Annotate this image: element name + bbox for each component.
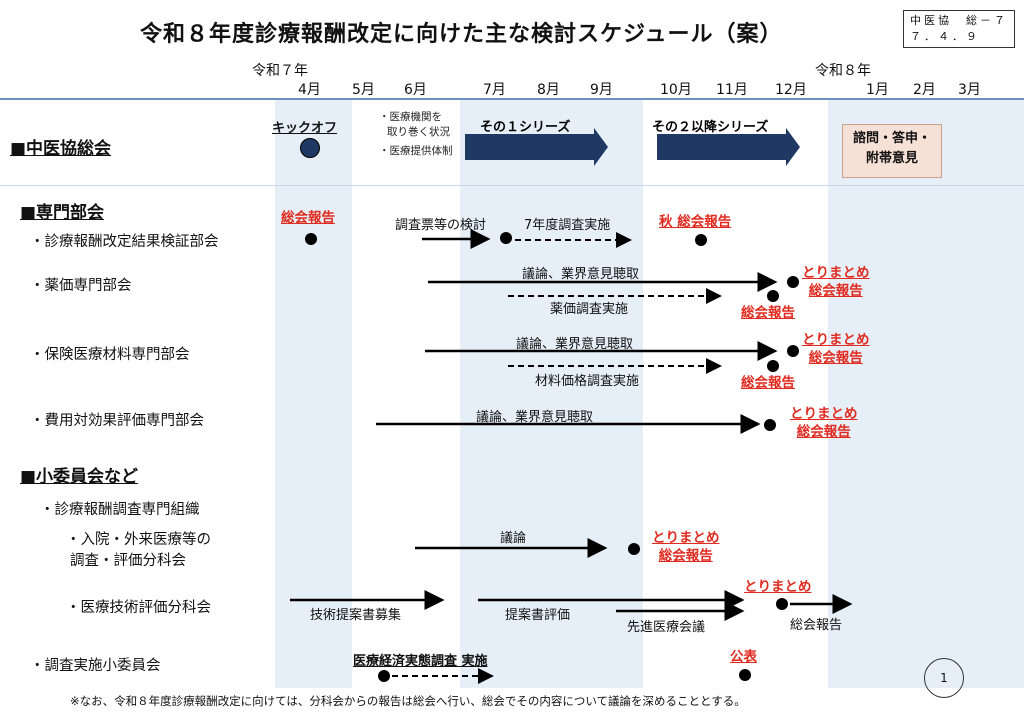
- final-box: 諮問・答申・ 附帯意見: [842, 124, 942, 178]
- soukai-notes: ・医療機関を 取り巻く状況 ・医療提供体制: [379, 110, 453, 159]
- doc-id-line1: 中医協 総－７: [910, 14, 1008, 27]
- kickoff-dot: [300, 138, 320, 158]
- nyuin-dot: [628, 543, 640, 555]
- jisshi-kouhyou: 公表: [730, 649, 757, 665]
- section-senmon: ■専門部会: [20, 203, 105, 223]
- yakka-torimatome: とりまとめ 総会報告: [802, 264, 870, 300]
- section-divider: [0, 185, 1024, 186]
- nyuin-torimatome: とりまとめ 総会報告: [652, 529, 720, 565]
- hiyou-torimatome-text: とりまとめ: [790, 406, 858, 422]
- month-label: 2月: [913, 82, 936, 98]
- footer-note: ※なお、令和８年度診療報酬改定に向けては、分科会からの報告は総会へ行い、総会でそ…: [70, 694, 746, 708]
- soukai-note-3: ・医療提供体制: [379, 145, 453, 157]
- row-chousa-soshiki: ・診療報酬調査専門組織: [40, 502, 200, 518]
- month-label: 4月: [298, 82, 321, 98]
- month-label: 12月: [775, 82, 807, 98]
- yakka-giron-label: 議論、業界意見聴取: [522, 267, 640, 282]
- row-jisshi: ・調査実施小委員会: [30, 658, 161, 674]
- soukai-note-1: ・医療機関を: [379, 111, 442, 123]
- month-label: 10月: [660, 82, 692, 98]
- hiyou-torimatome-houkoku: 総会報告: [796, 424, 851, 440]
- final-line2: 附帯意見: [865, 151, 918, 166]
- header-top-line: [0, 98, 1024, 100]
- series1-label: その１シリーズ: [480, 120, 571, 135]
- band-apr: [275, 100, 352, 688]
- jisshi-dot-start: [378, 670, 390, 682]
- row-gijutsu: ・医療技術評価分科会: [66, 600, 211, 616]
- hoken-chousa-label: 材料価格調査実施: [535, 374, 640, 389]
- hiyou-giron-label: 議論、業界意見聴取: [476, 410, 594, 425]
- yakka-dot-torimatome: [787, 276, 799, 288]
- kickoff-label: キックオフ: [272, 121, 338, 136]
- doc-id-box: 中医協 総－７ ７．４．９: [903, 10, 1015, 48]
- hoken-soukai-houkoku: 総会報告: [741, 375, 795, 391]
- band-jan-mar: [828, 100, 1024, 688]
- series1-arrow: [465, 128, 608, 166]
- band-jul-sep: [460, 100, 643, 688]
- month-label: 11月: [716, 82, 748, 98]
- yakka-soukai-houkoku: 総会報告: [741, 305, 795, 321]
- kensho-dot-jul: [500, 232, 512, 244]
- kensho-r7-chousa-label: 7年度調査実施: [524, 218, 611, 233]
- yakka-torimatome-text: とりまとめ: [802, 265, 870, 281]
- jisshi-keizai-label: 医療経済実態調査 実施: [353, 654, 488, 669]
- month-label: 6月: [404, 82, 427, 98]
- yakka-dot-houkoku: [767, 290, 779, 302]
- gijutsu-torimatome: とりまとめ: [744, 579, 812, 595]
- month-label: 5月: [352, 82, 375, 98]
- row-hiyou: ・費用対効果評価専門部会: [30, 413, 204, 429]
- jisshi-dot-kouhyou: [739, 669, 751, 681]
- hiyou-dot: [764, 419, 776, 431]
- kensho-aki-houkoku: 秋 総会報告: [659, 214, 732, 230]
- series2-label: その２以降シリーズ: [652, 120, 769, 135]
- yakka-chousa-label: 薬価調査実施: [550, 302, 629, 317]
- hoken-dot-torimatome: [787, 345, 799, 357]
- month-label: 3月: [958, 82, 981, 98]
- row-nyuin-2: 調査・評価分科会: [70, 553, 186, 569]
- month-label: 7月: [483, 82, 506, 98]
- kensho-dot-apr: [305, 233, 317, 245]
- hiyou-torimatome: とりまとめ 総会報告: [790, 405, 858, 441]
- soukai-note-2: 取り巻く状況: [387, 126, 450, 138]
- nyuin-torimatome-text: とりまとめ: [652, 530, 720, 546]
- hoken-giron-label: 議論、業界意見聴取: [516, 337, 634, 352]
- hoken-torimatome-text: とりまとめ: [802, 332, 870, 348]
- row-hoken: ・保険医療材料専門部会: [30, 347, 190, 363]
- hoken-torimatome: とりまとめ 総会報告: [802, 331, 870, 367]
- month-label: 9月: [590, 82, 613, 98]
- doc-id-line2: ７．４．９: [910, 30, 980, 43]
- row-nyuin-1: ・入院・外来医療等の: [66, 532, 211, 548]
- gijutsu-houkoku-label: 総会報告: [790, 618, 843, 633]
- gijutsu-senshin-label: 先進医療会議: [627, 620, 706, 635]
- kensho-chousahyo-label: 調査票等の検討: [395, 218, 487, 233]
- era-r7: 令和７年: [252, 63, 308, 79]
- nyuin-giron-label: 議論: [500, 531, 527, 546]
- month-label: 1月: [866, 82, 889, 98]
- kensho-dot-oct: [695, 234, 707, 246]
- gijutsu-hyouka-label: 提案書評価: [505, 608, 571, 623]
- kensho-soukai-houkoku: 総会報告: [281, 210, 335, 226]
- hoken-torimatome-houkoku: 総会報告: [808, 350, 863, 366]
- section-shouiin: ■小委員会など: [20, 467, 139, 487]
- page-title: 令和８年度診療報酬改定に向けた主な検討スケジュール（案）: [140, 22, 783, 47]
- hoken-dot-houkoku: [767, 360, 779, 372]
- final-line1: 諮問・答申・: [852, 131, 931, 146]
- row-yakka: ・薬価専門部会: [30, 278, 132, 294]
- nyuin-torimatome-houkoku: 総会報告: [658, 548, 713, 564]
- gijutsu-dot: [776, 598, 788, 610]
- gijutsu-boshu-label: 技術提案書募集: [310, 608, 402, 623]
- era-r8: 令和８年: [815, 63, 871, 79]
- page-number: 1: [924, 658, 964, 698]
- row-kensho: ・診療報酬改定結果検証部会: [30, 234, 219, 250]
- yakka-torimatome-houkoku: 総会報告: [808, 283, 863, 299]
- section-soukai: ■中医協総会: [10, 139, 112, 159]
- series2-arrow: [657, 128, 800, 166]
- month-label: 8月: [537, 82, 560, 98]
